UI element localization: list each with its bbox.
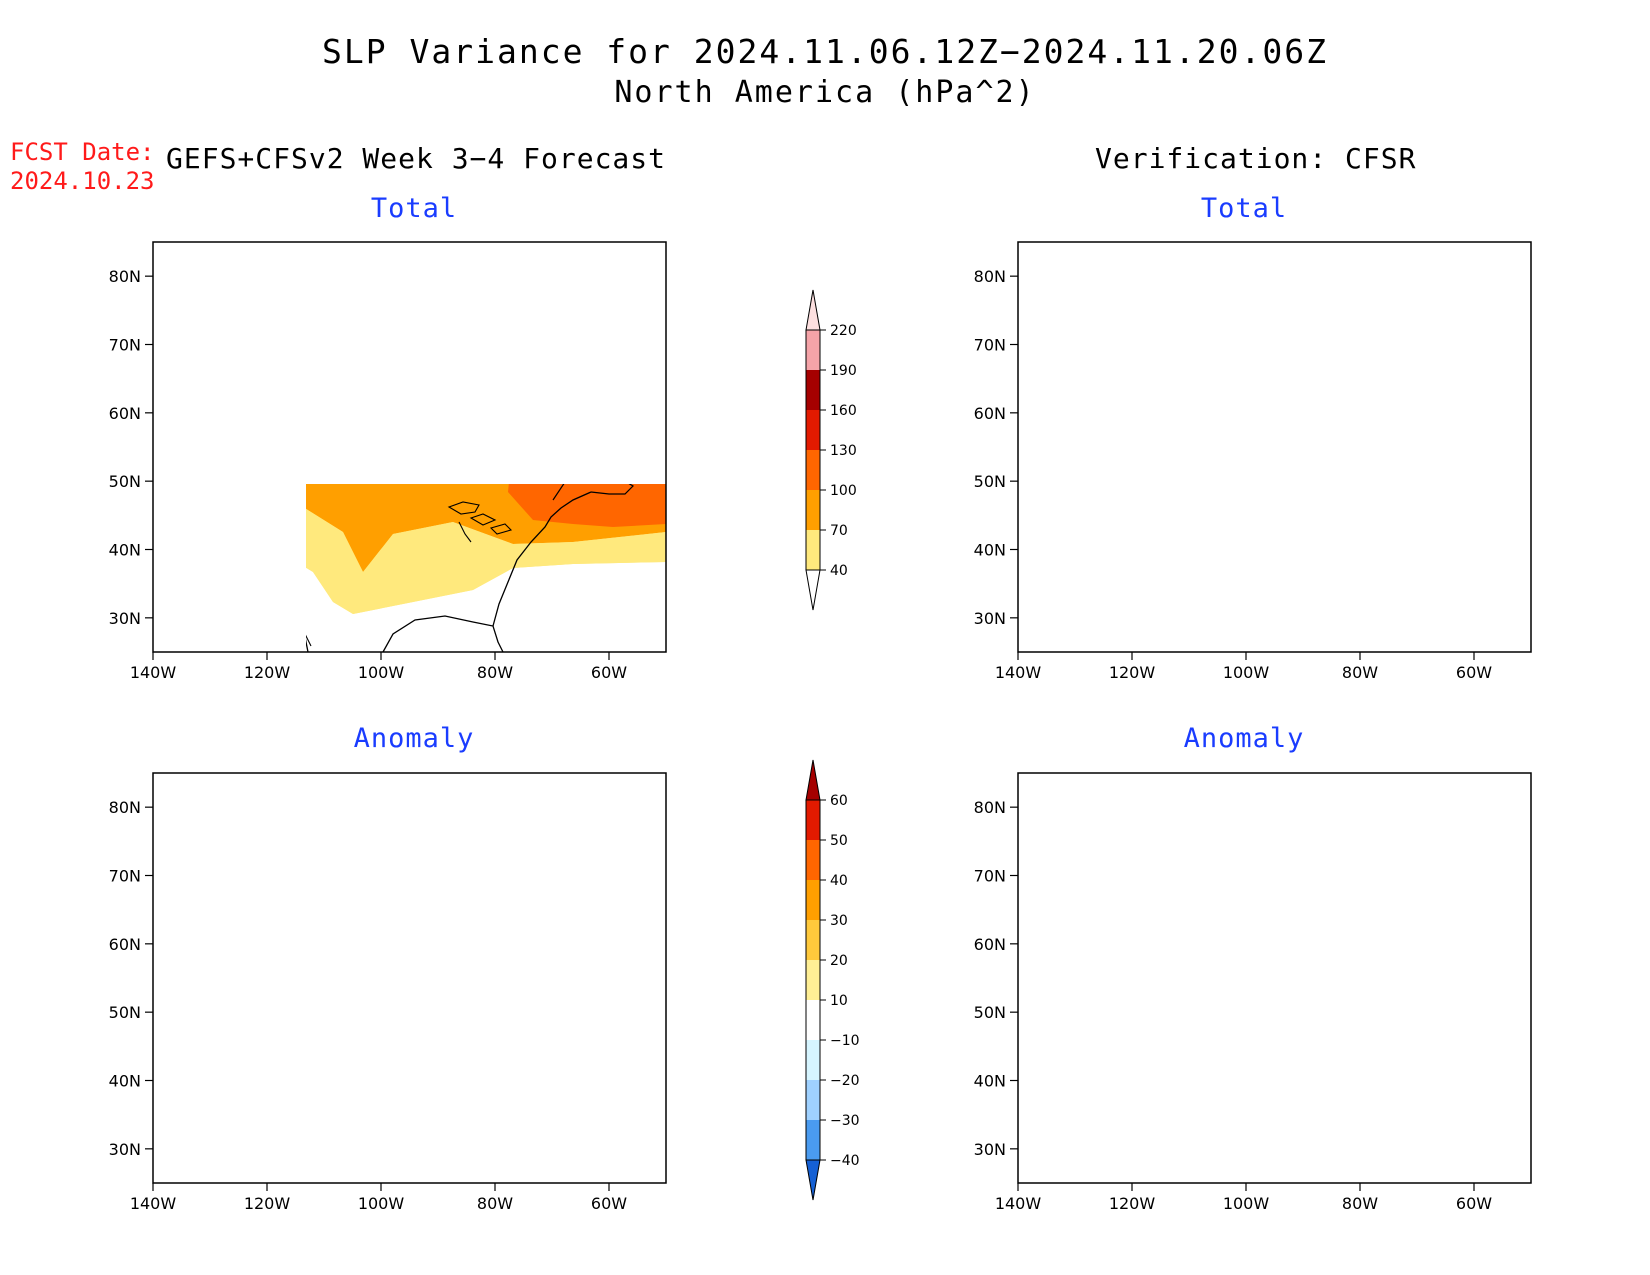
colorbar-box — [806, 920, 820, 960]
colorbar-box — [806, 490, 820, 530]
lat-tick-label: 50N — [109, 472, 141, 491]
lon-tick-label: 60W — [1456, 663, 1492, 682]
colorbar-box — [806, 450, 820, 490]
lat-tick-label: 70N — [109, 867, 141, 886]
lon-tick-label: 120W — [244, 1194, 291, 1213]
colorbar-box — [806, 960, 820, 1000]
lat-tick-label: 30N — [974, 609, 1006, 628]
chart-subtitle: North America (hPa^2) — [614, 75, 1036, 110]
lon-tick-label: 80W — [477, 663, 513, 682]
lon-tick-label: 80W — [1342, 1194, 1378, 1213]
lon-tick-label: 100W — [358, 663, 405, 682]
colorbar-box — [806, 330, 820, 370]
map-forecast-anomaly — [152, 772, 667, 1184]
lat-tick-label: 70N — [974, 336, 1006, 355]
colorbar-low-arrow — [805, 569, 821, 611]
colorbar-total: 40 70 100 130 160 190 220 — [805, 289, 857, 611]
lat-tick-label: 60N — [974, 935, 1006, 954]
colorbar-low-arrow — [805, 1159, 821, 1201]
panel-title-forecast-total: Total — [370, 193, 458, 224]
lon-tick-label: 60W — [1456, 1194, 1492, 1213]
colorbar-level-label: 190 — [830, 363, 857, 379]
lon-tick-label: 60W — [591, 663, 627, 682]
panel-title-verif-total: Total — [1200, 193, 1288, 224]
lat-tick-label: 40N — [109, 541, 141, 560]
map-verif-total — [1017, 241, 1532, 653]
lat-tick-label: 60N — [109, 404, 141, 423]
lat-tick-label: 70N — [109, 336, 141, 355]
colorbar-level-label: 50 — [830, 833, 848, 849]
forecast-heading: GEFS+CFSv2 Week 3−4 Forecast — [166, 142, 667, 175]
colorbar-level-label: 220 — [830, 323, 857, 339]
colorbar-level-label: −30 — [830, 1113, 860, 1129]
lat-tick-label: 30N — [109, 609, 141, 628]
colorbar-box — [806, 410, 820, 450]
lon-tick-label: 100W — [1223, 663, 1270, 682]
lat-tick-label: 80N — [109, 798, 141, 817]
colorbar-box — [806, 1080, 820, 1120]
colorbar-level-label: 100 — [830, 483, 857, 499]
colorbar-high-arrow — [805, 759, 821, 801]
lat-tick-label: 30N — [974, 1140, 1006, 1159]
lon-tick-label: 120W — [244, 663, 291, 682]
lat-tick-label: 60N — [109, 935, 141, 954]
colorbar-high-arrow — [805, 289, 821, 331]
panel-title-verif-anomaly: Anomaly — [1183, 723, 1305, 754]
map-forecast-total — [152, 241, 667, 653]
chart-title: SLP Variance for 2024.11.06.12Z−2024.11.… — [322, 32, 1328, 71]
panel-title-forecast-anomaly: Anomaly — [353, 723, 475, 754]
colorbar-level-label: 160 — [830, 403, 857, 419]
lat-tick-label: 60N — [974, 404, 1006, 423]
colorbar-level-label: 20 — [830, 953, 848, 969]
lon-tick-label: 140W — [130, 663, 177, 682]
colorbar-level-label: −40 — [830, 1153, 860, 1169]
lat-tick-label: 50N — [109, 1003, 141, 1022]
colorbar-level-label: 130 — [830, 443, 857, 459]
colorbar-box — [806, 1120, 820, 1160]
colorbar-box — [806, 1040, 820, 1080]
lon-tick-label: 100W — [1223, 1194, 1270, 1213]
lat-tick-label: 50N — [974, 1003, 1006, 1022]
fcst-date-label: FCST Date: — [10, 138, 155, 166]
lat-tick-label: 40N — [109, 1072, 141, 1091]
lat-tick-label: 30N — [109, 1140, 141, 1159]
colorbar-level-label: 30 — [830, 913, 848, 929]
verification-heading: Verification: CFSR — [1095, 142, 1417, 175]
lat-tick-label: 50N — [974, 472, 1006, 491]
lat-tick-label: 80N — [974, 267, 1006, 286]
colorbar-box — [806, 530, 820, 570]
colorbar-level-label: −20 — [830, 1073, 860, 1089]
colorbar-level-label: 40 — [830, 563, 848, 579]
colorbar-anomaly: 60 50 40 30 20 10 −10 −20 −30 −40 — [805, 759, 860, 1201]
colorbar-level-label: 70 — [830, 523, 848, 539]
axes: 30N 40N 50N 60N 70N 80N 140W 120W 100W 80W 60W 30N 4… — [109, 267, 1493, 1213]
colorbar-level-label: 60 — [830, 793, 848, 809]
lon-tick-label: 80W — [1342, 663, 1378, 682]
colorbar-level-label: 40 — [830, 873, 848, 889]
lon-tick-label: 80W — [477, 1194, 513, 1213]
colorbar-box — [806, 1000, 820, 1040]
lon-tick-label: 120W — [1109, 663, 1156, 682]
colorbar-box — [806, 800, 820, 840]
colorbar-box — [806, 880, 820, 920]
map-verif-anomaly — [1017, 772, 1532, 1184]
lat-tick-label: 80N — [109, 267, 141, 286]
lat-tick-label: 70N — [974, 867, 1006, 886]
lat-tick-label: 40N — [974, 541, 1006, 560]
lon-tick-label: 120W — [1109, 1194, 1156, 1213]
colorbar-level-label: 10 — [830, 993, 848, 1009]
lon-tick-label: 100W — [358, 1194, 405, 1213]
lon-tick-label: 140W — [995, 663, 1042, 682]
lon-tick-label: 140W — [130, 1194, 177, 1213]
lat-tick-label: 80N — [974, 798, 1006, 817]
fcst-date: FCST Date: 2024.10.23 — [10, 138, 155, 196]
colorbar-level-label: −10 — [830, 1033, 860, 1049]
colorbar-box — [806, 840, 820, 880]
lon-tick-label: 140W — [995, 1194, 1042, 1213]
colorbar-box — [806, 370, 820, 410]
lon-tick-label: 60W — [591, 1194, 627, 1213]
fcst-date-value: 2024.10.23 — [10, 167, 155, 195]
lat-tick-label: 40N — [974, 1072, 1006, 1091]
